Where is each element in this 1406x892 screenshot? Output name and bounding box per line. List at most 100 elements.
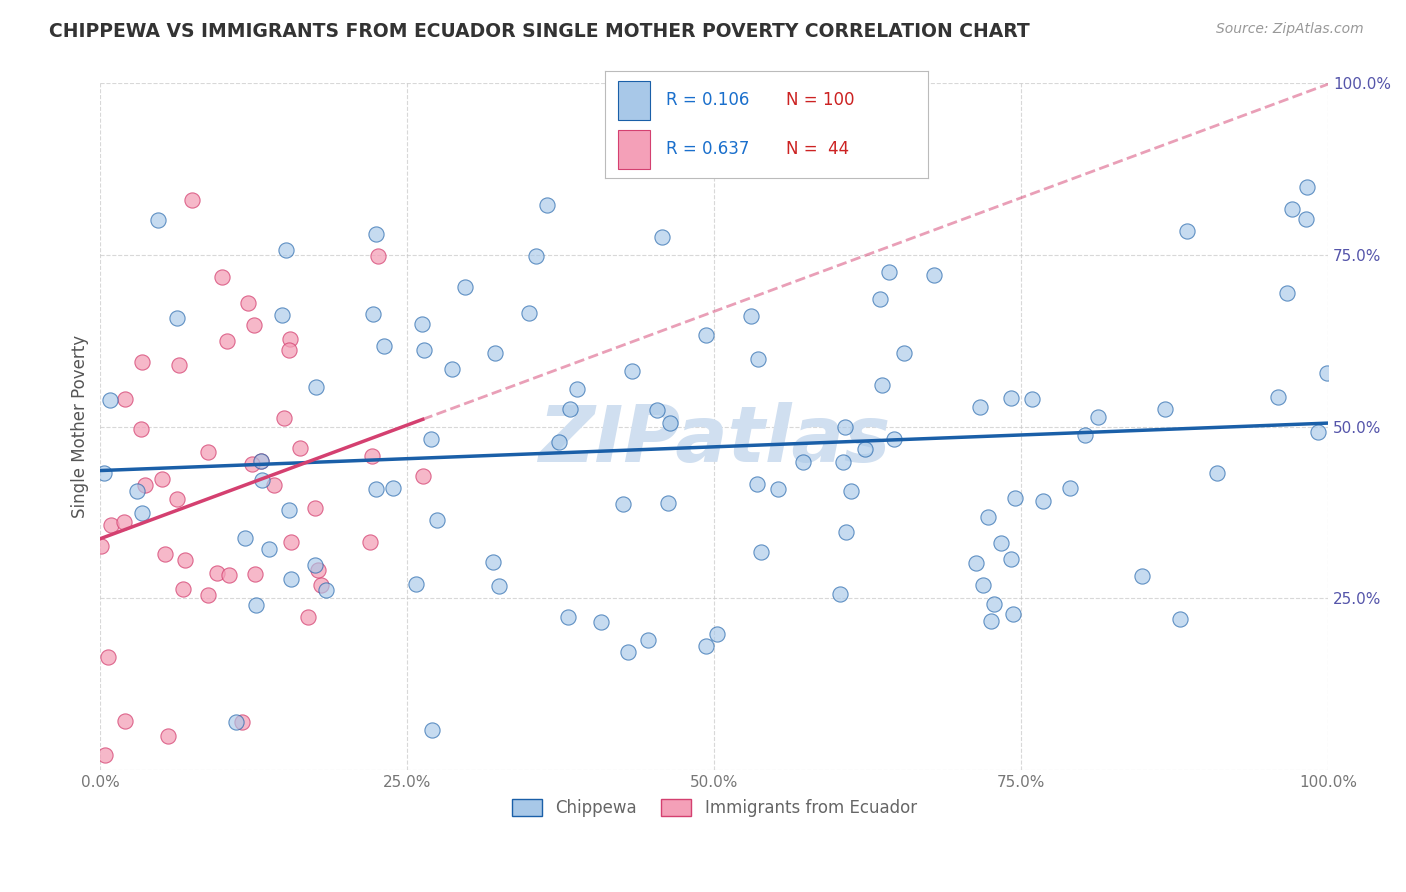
Point xyxy=(413,343,436,358)
Point xyxy=(233,531,256,545)
Point xyxy=(242,318,264,332)
Point xyxy=(1004,491,1026,506)
FancyBboxPatch shape xyxy=(617,81,650,120)
Point xyxy=(315,583,337,598)
Point xyxy=(990,536,1012,550)
Point xyxy=(273,411,295,425)
Point xyxy=(274,244,297,258)
Point xyxy=(695,327,717,342)
Point xyxy=(659,417,682,431)
Point xyxy=(197,445,219,459)
Point xyxy=(412,469,434,483)
Point xyxy=(657,495,679,509)
Point xyxy=(1316,366,1339,380)
Point xyxy=(153,547,176,561)
Point xyxy=(740,309,762,323)
Point xyxy=(536,197,558,211)
Point xyxy=(547,434,569,449)
Point xyxy=(893,345,915,359)
Point xyxy=(969,400,991,414)
Text: ZIPatlas: ZIPatlas xyxy=(538,402,890,478)
Point xyxy=(280,535,302,549)
Point xyxy=(114,392,136,406)
Point xyxy=(125,483,148,498)
Point xyxy=(524,249,547,263)
Point xyxy=(1281,202,1303,216)
Point xyxy=(983,597,1005,611)
Text: R = 0.106: R = 0.106 xyxy=(666,91,749,109)
Point xyxy=(420,723,443,738)
Point xyxy=(419,432,441,446)
Point xyxy=(792,455,814,469)
Point xyxy=(134,478,156,492)
Point xyxy=(835,524,858,539)
Point xyxy=(612,497,634,511)
Point xyxy=(156,729,179,743)
Point xyxy=(426,513,449,527)
Point xyxy=(558,402,581,417)
Point xyxy=(1021,392,1043,406)
Point xyxy=(166,310,188,325)
Point xyxy=(359,535,381,549)
Point xyxy=(245,598,267,612)
Point xyxy=(1306,425,1329,440)
Point xyxy=(749,545,772,559)
Point xyxy=(245,567,267,582)
Point xyxy=(1000,552,1022,566)
Point xyxy=(231,714,253,729)
Text: CHIPPEWA VS IMMIGRANTS FROM ECUADOR SINGLE MOTHER POVERTY CORRELATION CHART: CHIPPEWA VS IMMIGRANTS FROM ECUADOR SING… xyxy=(49,22,1031,41)
Point xyxy=(965,556,987,570)
Point xyxy=(977,509,1000,524)
Point xyxy=(747,351,769,366)
Point xyxy=(307,563,329,577)
Text: N =  44: N = 44 xyxy=(786,141,849,159)
Point xyxy=(197,588,219,602)
Point xyxy=(872,377,894,392)
Point xyxy=(589,615,612,629)
Point xyxy=(1087,409,1109,424)
Point xyxy=(288,441,311,455)
Point xyxy=(311,578,333,592)
Point xyxy=(488,580,510,594)
Point xyxy=(834,420,856,434)
Point xyxy=(129,422,152,436)
Point xyxy=(236,296,259,310)
Point xyxy=(1206,467,1229,481)
Point xyxy=(250,454,273,468)
Point xyxy=(100,518,122,533)
Point xyxy=(207,566,229,580)
Point xyxy=(361,307,384,321)
Point xyxy=(1059,481,1081,495)
Text: Source: ZipAtlas.com: Source: ZipAtlas.com xyxy=(1216,22,1364,37)
Point xyxy=(240,457,263,471)
Point xyxy=(278,343,301,357)
Point xyxy=(441,362,464,376)
Point xyxy=(1074,427,1097,442)
Point xyxy=(297,610,319,624)
Point xyxy=(557,610,579,624)
Point xyxy=(367,249,389,263)
Point xyxy=(883,432,905,446)
FancyBboxPatch shape xyxy=(617,130,650,169)
Point xyxy=(304,500,326,515)
Y-axis label: Single Mother Poverty: Single Mother Poverty xyxy=(72,335,89,518)
Point xyxy=(98,392,121,407)
Point xyxy=(768,482,790,496)
Point xyxy=(181,193,204,207)
Point xyxy=(150,472,173,486)
Point xyxy=(1000,391,1022,405)
Point xyxy=(217,334,239,348)
Point xyxy=(218,567,240,582)
Point xyxy=(869,292,891,306)
Point xyxy=(1168,612,1191,626)
Point xyxy=(252,474,274,488)
Point xyxy=(922,268,945,282)
Point xyxy=(373,339,395,353)
Point xyxy=(364,482,387,496)
Point xyxy=(877,265,900,279)
Point xyxy=(131,355,153,369)
Text: N = 100: N = 100 xyxy=(786,91,855,109)
Point xyxy=(277,503,299,517)
Point xyxy=(1295,179,1317,194)
Point xyxy=(853,442,876,457)
